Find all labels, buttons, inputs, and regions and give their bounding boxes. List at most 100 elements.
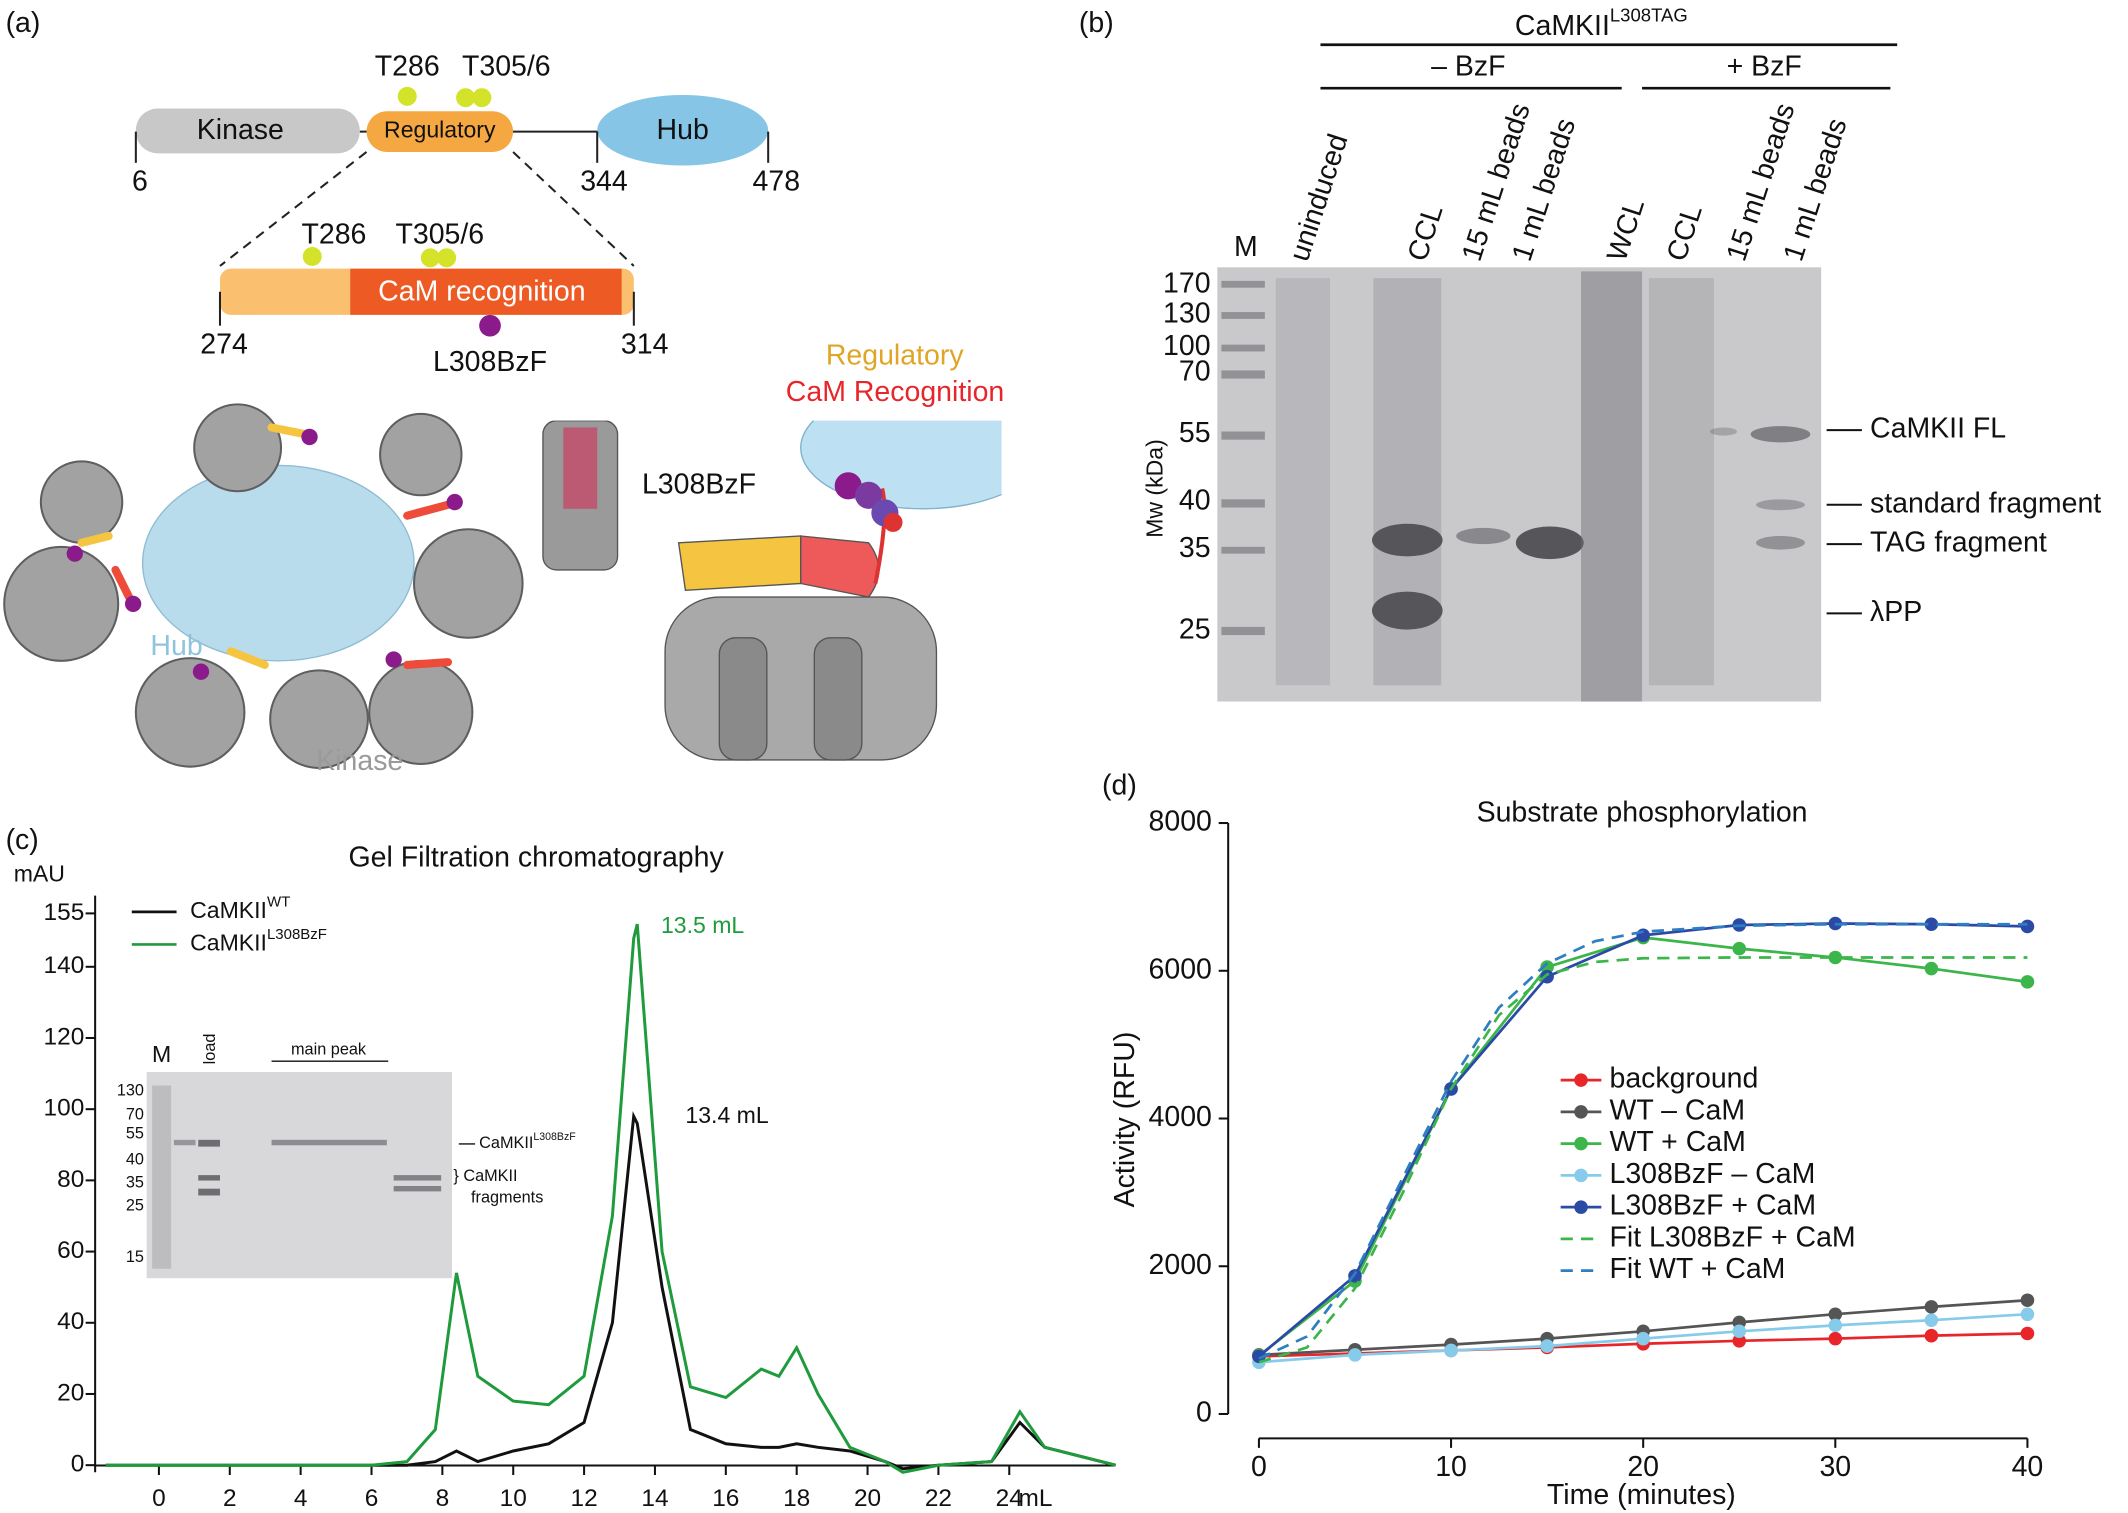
structure-label: Hub bbox=[150, 630, 202, 662]
x-tick-label: 10 bbox=[500, 1485, 527, 1512]
series-line bbox=[105, 923, 1116, 1474]
group-label: – BzF bbox=[1431, 50, 1505, 82]
gel bbox=[1217, 267, 1822, 702]
legend-dot bbox=[1574, 1168, 1588, 1183]
region-label: CaM recognition bbox=[378, 276, 585, 308]
legend-dot bbox=[1574, 1136, 1588, 1151]
zoom-lines bbox=[219, 151, 635, 267]
lane-label: uninduced bbox=[1283, 130, 1354, 265]
y-tick-label: 155 bbox=[44, 899, 85, 926]
hub-domain bbox=[597, 94, 769, 166]
data-point bbox=[1828, 950, 1843, 965]
legend-name: CaMKII bbox=[190, 897, 267, 923]
x-unit-label: mL bbox=[1019, 1485, 1053, 1512]
y-tick-label: 140 bbox=[44, 952, 85, 979]
position-label: 274 bbox=[200, 329, 248, 361]
position-label: 344 bbox=[580, 166, 628, 198]
y-tick-label: 8000 bbox=[1149, 806, 1212, 838]
chart: (c)Gel Filtration chromatographymAUmL020… bbox=[6, 824, 1116, 1512]
data-point bbox=[1924, 1328, 1939, 1343]
site-dots bbox=[302, 246, 457, 268]
chart-title: Substrate phosphorylation bbox=[1477, 797, 1808, 829]
x-tick-label: 40 bbox=[2012, 1451, 2044, 1483]
data-point bbox=[2020, 1326, 2035, 1341]
domain-label: Kinase bbox=[197, 114, 284, 146]
y-tick-label: 0 bbox=[71, 1451, 85, 1478]
zoom-ticks bbox=[218, 291, 635, 326]
inset-marker-label: 35 bbox=[126, 1174, 144, 1192]
panel-label: (d) bbox=[1102, 770, 1137, 802]
legend-dot bbox=[1574, 1105, 1588, 1119]
legend-label: CaM Recognition bbox=[786, 376, 1005, 408]
lane-label: CCL bbox=[1402, 201, 1450, 265]
legend-name: CaMKII bbox=[190, 930, 267, 956]
y-tick-label: 6000 bbox=[1149, 953, 1212, 985]
x-tick-label: 12 bbox=[571, 1485, 598, 1512]
data-point bbox=[2020, 1307, 2035, 1322]
holoenzyme-structure bbox=[3, 403, 524, 770]
y-tick-label: 60 bbox=[57, 1237, 84, 1264]
position-label: 6 bbox=[132, 166, 148, 198]
marker-label: 25 bbox=[1179, 614, 1211, 646]
data-point bbox=[1828, 1318, 1843, 1333]
site-label: T305/6 bbox=[395, 219, 484, 251]
y-tick-label: 2000 bbox=[1149, 1249, 1212, 1281]
panel-label: (b) bbox=[1079, 7, 1114, 39]
gel-bands bbox=[1221, 271, 1811, 702]
y-axis-label: Mw (kDa) bbox=[1141, 439, 1167, 538]
x-tick-label: 0 bbox=[152, 1485, 166, 1512]
inset-fragment-label: } CaMKII bbox=[453, 1167, 517, 1185]
marker-label: 35 bbox=[1179, 532, 1211, 564]
band-label: TAG fragment bbox=[1870, 527, 2047, 559]
inset-marker-label: 70 bbox=[126, 1106, 144, 1124]
y-tick-label: 100 bbox=[44, 1095, 85, 1122]
data-point bbox=[1732, 941, 1747, 956]
legend-label: Regulatory bbox=[826, 339, 965, 371]
marker-label: 40 bbox=[1179, 485, 1211, 517]
site-dots bbox=[397, 86, 492, 108]
group-label: + BzF bbox=[1727, 50, 1802, 82]
domain-label: Hub bbox=[657, 114, 709, 146]
series-line bbox=[105, 1111, 1116, 1471]
x-tick-label: 10 bbox=[1435, 1451, 1467, 1483]
data-point bbox=[1444, 1343, 1458, 1358]
data-point bbox=[1540, 960, 1554, 974]
inset-marker-label: 130 bbox=[117, 1081, 144, 1099]
x-tick-label: 2 bbox=[223, 1485, 237, 1512]
x-tick-label: 14 bbox=[641, 1485, 668, 1512]
series-line bbox=[1258, 922, 2028, 1360]
chart-title: Gel Filtration chromatography bbox=[349, 841, 725, 873]
x-axis-label: Time (minutes) bbox=[1547, 1479, 1736, 1511]
data-point bbox=[2020, 975, 2035, 989]
x-tick-label: 24 bbox=[996, 1485, 1023, 1512]
legend-dot bbox=[1574, 1200, 1588, 1214]
data-point bbox=[2020, 919, 2035, 934]
marker-label: 55 bbox=[1179, 417, 1211, 449]
x-tick-label: 8 bbox=[436, 1485, 450, 1512]
site-label: T286 bbox=[375, 50, 440, 82]
x-tick-label: 30 bbox=[1819, 1451, 1851, 1483]
x-tick-label: 20 bbox=[1627, 1451, 1659, 1483]
inset-lane-label: M bbox=[152, 1041, 171, 1067]
panel-b: (b) CaMKIIL308TAG – BzF + BzF Mw (kDa) M… bbox=[1079, 4, 2101, 702]
legend-sup: WT bbox=[267, 893, 290, 910]
domain-label: Regulatory bbox=[384, 117, 496, 143]
legend-label: Fit WT + CaM bbox=[1609, 1253, 1785, 1285]
panel-label: (a) bbox=[6, 7, 41, 39]
chart: (d) Substrate phosphorylation Time (minute… bbox=[1102, 770, 2043, 1512]
construct: CaMKII bbox=[1515, 10, 1610, 42]
y-tick-label: 20 bbox=[57, 1379, 84, 1406]
inset-marker-label: 25 bbox=[126, 1197, 144, 1215]
inset-gel: M load main peak CaMKIIL308BzF } CaMKII … bbox=[117, 1034, 576, 1279]
legend-label: L308BzF – CaM bbox=[1609, 1158, 1815, 1190]
data-point bbox=[1348, 1348, 1362, 1362]
kinase-domain bbox=[135, 108, 360, 154]
data-point bbox=[1732, 1324, 1747, 1339]
inset-fragment-label: fragments bbox=[471, 1188, 543, 1206]
data-point bbox=[1924, 961, 1939, 976]
mutation-dot bbox=[479, 314, 501, 337]
zoom-structure bbox=[540, 420, 1002, 777]
y-tick-label: 80 bbox=[57, 1166, 84, 1193]
legend-label: WT + CaM bbox=[1609, 1126, 1745, 1158]
